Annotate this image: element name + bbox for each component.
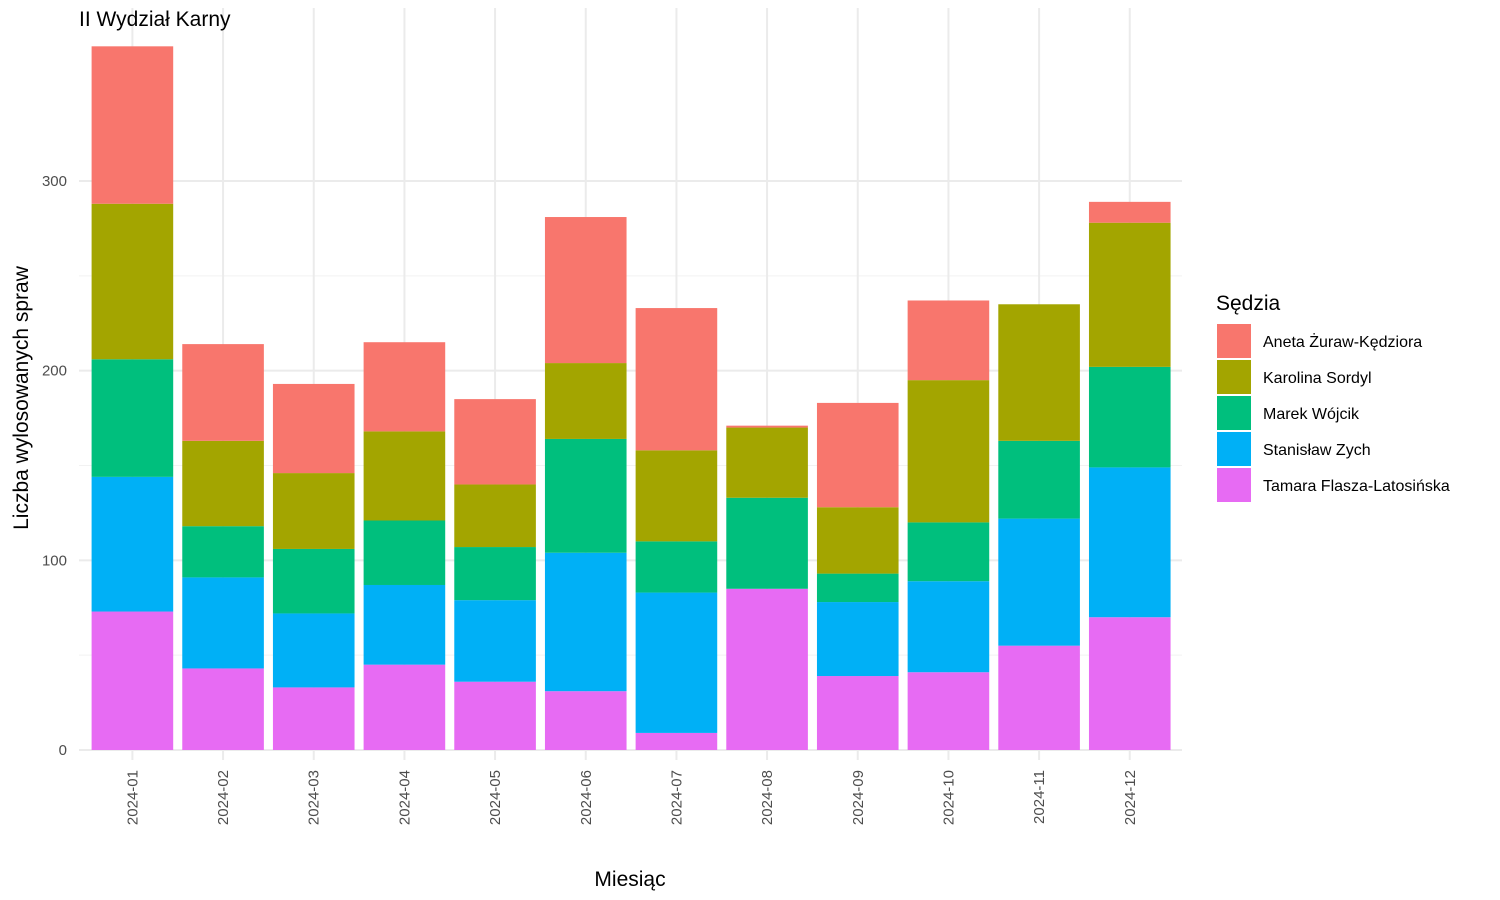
bar-segment xyxy=(998,440,1080,519)
bar-segment xyxy=(182,440,264,527)
bar-segment xyxy=(454,600,536,682)
legend-label: Stanisław Zych xyxy=(1263,442,1371,459)
bar-segment xyxy=(544,438,627,553)
bar-segment xyxy=(635,308,718,451)
bar-segment xyxy=(91,611,174,750)
legend-label: Karolina Sordyl xyxy=(1263,370,1372,387)
bar-segment xyxy=(182,344,264,441)
bar-segment xyxy=(363,520,446,585)
bar-segment xyxy=(1088,617,1171,750)
bar-segment xyxy=(726,588,808,750)
legend-label: Aneta Żuraw-Kędziora xyxy=(1263,332,1422,351)
x-tick-label: 2024-07 xyxy=(668,770,685,825)
bar-segment xyxy=(544,217,627,364)
legend-label: Marek Wójcik xyxy=(1263,406,1360,423)
axis-layer: 0 100 200 300 2024-01 2024-02 2024-03 2024-04 20… xyxy=(42,173,1139,825)
legend-title: Sędzia xyxy=(1216,292,1281,315)
legend-item: Karolina Sordyl xyxy=(1217,360,1372,394)
legend-swatch xyxy=(1217,396,1251,430)
y-axis-title: Liczba wylosowanych spraw xyxy=(10,265,33,530)
bar-segment xyxy=(272,473,355,549)
bar-segment xyxy=(907,300,990,381)
bar-segment xyxy=(454,484,536,548)
bar-segment xyxy=(907,522,990,582)
bar-segment xyxy=(907,672,990,750)
x-tick-label: 2024-02 xyxy=(215,770,232,825)
bar-segment xyxy=(726,425,808,428)
y-tick-label: 200 xyxy=(42,363,67,380)
x-tick-label: 2024-01 xyxy=(124,770,141,825)
legend: Sędzia Aneta Żuraw-Kędziora Karolina Sord… xyxy=(1216,292,1450,502)
bars-layer xyxy=(91,46,1171,750)
legend-item: Stanisław Zych xyxy=(1217,432,1371,466)
x-axis-title: Miesiąc xyxy=(594,868,665,891)
bar-segment xyxy=(272,383,355,474)
y-tick-label: 300 xyxy=(42,173,67,190)
x-tick-label: 2024-12 xyxy=(1122,770,1139,825)
legend-label: Tamara Flasza-Latosińska xyxy=(1263,478,1450,495)
bar-segment xyxy=(998,518,1080,646)
bar-segment xyxy=(91,46,174,204)
bar-segment xyxy=(907,581,990,673)
y-tick-label: 100 xyxy=(42,552,67,569)
legend-item: Aneta Żuraw-Kędziora xyxy=(1217,324,1422,358)
bar-segment xyxy=(272,687,355,750)
bar-segment xyxy=(635,541,718,593)
bar-segment xyxy=(1088,222,1171,367)
x-tick-label: 2024-10 xyxy=(940,770,957,825)
bar-segment xyxy=(726,497,808,589)
legend-swatch xyxy=(1217,360,1251,394)
bar-segment xyxy=(272,613,355,688)
legend-item: Tamara Flasza-Latosińska xyxy=(1217,468,1450,502)
bar-segment xyxy=(363,584,446,665)
bar-segment xyxy=(91,359,174,477)
bar-segment xyxy=(544,552,627,692)
bar-segment xyxy=(635,450,718,542)
bar-segment xyxy=(91,476,174,612)
x-tick-label: 2024-03 xyxy=(306,770,323,825)
bar-segment xyxy=(1088,366,1171,468)
bar-segment xyxy=(363,342,446,432)
y-tick-label: 0 xyxy=(59,742,67,759)
bar-segment xyxy=(272,548,355,614)
legend-item: Marek Wójcik xyxy=(1217,396,1360,430)
x-tick-label: 2024-08 xyxy=(759,770,776,825)
x-tick-label: 2024-06 xyxy=(578,770,595,825)
x-tick-label: 2024-05 xyxy=(487,770,504,825)
bar-segment xyxy=(726,427,808,498)
bar-segment xyxy=(816,573,899,603)
legend-swatch xyxy=(1217,432,1251,466)
bar-segment xyxy=(907,380,990,523)
x-tick-label: 2024-09 xyxy=(850,770,867,825)
legend-swatch xyxy=(1217,468,1251,502)
bar-segment xyxy=(454,681,536,750)
bar-segment xyxy=(182,526,264,578)
x-tick-label: 2024-11 xyxy=(1031,770,1048,824)
bar-segment xyxy=(635,592,718,733)
bar-segment xyxy=(998,645,1080,750)
legend-swatch xyxy=(1217,324,1251,358)
x-tick-label: 2024-04 xyxy=(396,770,413,825)
bar-segment xyxy=(544,691,627,750)
bar-segment xyxy=(182,577,264,669)
bar-segment xyxy=(1088,467,1171,618)
bar-segment xyxy=(363,431,446,521)
bar-segment xyxy=(816,602,899,677)
bar-segment xyxy=(816,676,899,750)
bar-segment xyxy=(91,203,174,360)
bar-segment xyxy=(998,304,1080,441)
bar-segment xyxy=(1088,201,1171,223)
bar-segment xyxy=(454,399,536,485)
bar-segment xyxy=(363,664,446,750)
bar-segment xyxy=(816,402,899,508)
bar-segment xyxy=(182,668,264,750)
bar-segment xyxy=(816,507,899,574)
bar-segment xyxy=(454,547,536,601)
bar-segment xyxy=(635,732,718,750)
legend-items: Aneta Żuraw-Kędziora Karolina Sordyl Marek… xyxy=(1217,324,1450,502)
chart-title: II Wydział Karny xyxy=(79,8,231,31)
bar-segment xyxy=(544,363,627,439)
